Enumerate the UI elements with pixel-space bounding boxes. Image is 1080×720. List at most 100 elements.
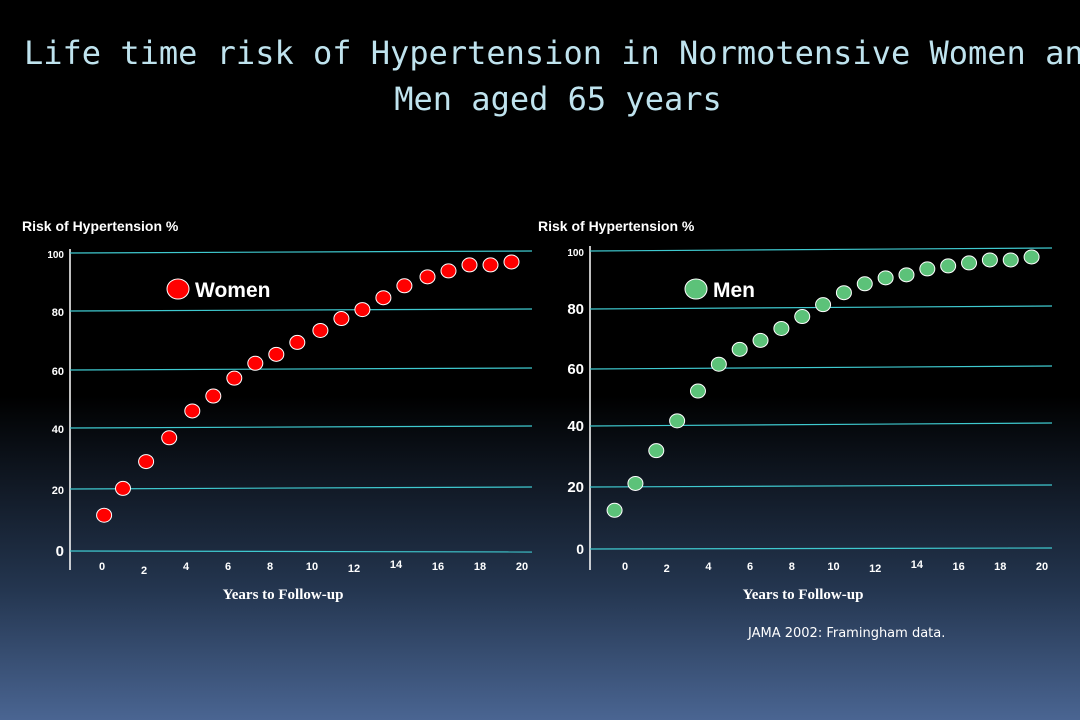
women-data-point	[226, 370, 243, 386]
men-data-point	[731, 341, 748, 357]
women-data-point	[440, 263, 457, 279]
men-x-tick-label: 18	[994, 561, 1006, 573]
title-line-2: Men aged 65 years	[394, 80, 722, 118]
women-y-tick-label: 40	[52, 424, 64, 436]
women-data-point	[138, 454, 155, 470]
men-y-tick-label: 20	[567, 479, 584, 496]
women-x-tick-label: 18	[474, 561, 486, 573]
men-y-tick-label: 0	[576, 541, 584, 557]
women-data-point	[333, 311, 350, 327]
women-data-point	[115, 480, 131, 496]
women-x-tick-label: 16	[432, 561, 444, 573]
women-data-point	[205, 388, 222, 404]
women-x-tick-label: 14	[390, 559, 403, 571]
men-x-tick-label: 4	[705, 561, 712, 573]
men-x-tick-label: 20	[1036, 561, 1048, 573]
women-legend-marker	[166, 278, 190, 300]
women-data-point	[161, 430, 178, 446]
men-data-point	[1002, 252, 1019, 268]
women-legend-label: Women	[195, 279, 270, 302]
men-y-tick-label: 80	[567, 301, 584, 318]
men-data-point	[898, 267, 915, 283]
men-data-point	[648, 443, 665, 459]
women-data-point	[419, 269, 436, 285]
men-y-axis-title: Risk of Hypertension %	[538, 218, 695, 234]
men-x-tick-label: 2	[664, 563, 670, 575]
women-y-axis-title: Risk of Hypertension %	[22, 218, 179, 234]
women-data-point	[312, 322, 329, 338]
men-x-tick-label: 6	[747, 561, 753, 573]
women-gridline	[69, 550, 533, 553]
men-data-point	[835, 285, 852, 301]
women-y-tick-label: 80	[52, 307, 64, 319]
women-x-tick-label: 12	[348, 563, 360, 575]
women-data-point	[354, 302, 371, 318]
men-data-point	[773, 320, 790, 336]
men-data-point	[669, 413, 686, 429]
men-data-point	[919, 261, 936, 277]
men-legend-marker	[684, 278, 708, 300]
women-x-tick-label: 20	[516, 561, 528, 573]
women-x-axis-title: Years to Follow-up	[223, 587, 344, 603]
women-y-tick-label: 100	[47, 250, 64, 261]
men-data-point	[627, 475, 644, 491]
men-data-point	[752, 332, 769, 348]
women-gridline	[69, 486, 533, 490]
men-data-point	[877, 270, 894, 286]
women-data-point	[268, 346, 285, 362]
women-data-point	[396, 278, 413, 294]
men-x-tick-label: 10	[827, 561, 839, 573]
men-legend-label: Men	[713, 279, 755, 302]
men-x-tick-label: 12	[869, 563, 881, 575]
men-gridline	[589, 247, 1053, 252]
men-x-axis-title: Years to Follow-up	[743, 587, 864, 603]
men-data-point	[710, 356, 727, 372]
women-gridline	[69, 425, 533, 429]
women-data-point	[482, 257, 499, 273]
women-y-tick-label: 0	[56, 543, 64, 560]
men-chart: 0 20 40 60 80 100 Risk of Hypertension % 0 2 4 6 8 1…	[538, 218, 1053, 603]
men-gridline	[589, 422, 1053, 427]
men-x-tick-label: 14	[911, 559, 924, 571]
women-data-point	[503, 254, 520, 270]
men-data-point	[981, 252, 998, 268]
women-x-tick-label: 6	[225, 561, 231, 573]
men-gridline	[589, 365, 1053, 370]
women-gridline	[69, 250, 533, 254]
women-gridline	[69, 367, 533, 371]
men-data-point	[606, 502, 623, 518]
women-data-point	[375, 290, 392, 306]
men-gridline	[589, 547, 1053, 550]
source-citation: JAMA 2002: Framingham data.	[748, 626, 946, 641]
men-data-point	[689, 383, 706, 399]
women-x-tick-label: 0	[99, 561, 105, 573]
women-x-tick-label: 4	[183, 561, 190, 573]
men-x-tick-label: 0	[622, 561, 628, 573]
men-data-point	[940, 258, 957, 274]
men-y-tick-label: 60	[567, 361, 584, 378]
women-x-tick-label: 10	[306, 561, 318, 573]
women-x-tick-label: 2	[141, 565, 147, 577]
women-data-point	[289, 334, 306, 350]
women-data-point	[461, 257, 478, 273]
men-data-point	[794, 309, 811, 325]
men-x-tick-label: 16	[952, 561, 964, 573]
women-data-point	[96, 507, 113, 523]
title-line-1: Life time risk of Hypertension in Normot…	[24, 34, 1080, 72]
slide-title: Life time risk of Hypertension in Normot…	[0, 30, 1080, 130]
men-data-point	[961, 255, 978, 271]
women-y-tick-label: 60	[52, 366, 64, 378]
women-data-point	[247, 355, 264, 371]
women-gridline	[69, 308, 533, 312]
men-data-point	[1023, 249, 1040, 265]
women-data-point	[184, 403, 201, 419]
men-data-point	[856, 276, 873, 292]
women-y-tick-label: 20	[52, 485, 64, 497]
men-y-tick-label: 40	[567, 418, 584, 435]
men-data-point	[815, 297, 832, 313]
women-x-tick-label: 8	[267, 561, 273, 573]
men-x-tick-label: 8	[789, 561, 795, 573]
women-chart: 0 20 40 60 80 100 Risk of Hypertension % 0 2 4 6 8 1…	[22, 218, 533, 603]
men-gridline	[589, 484, 1053, 488]
